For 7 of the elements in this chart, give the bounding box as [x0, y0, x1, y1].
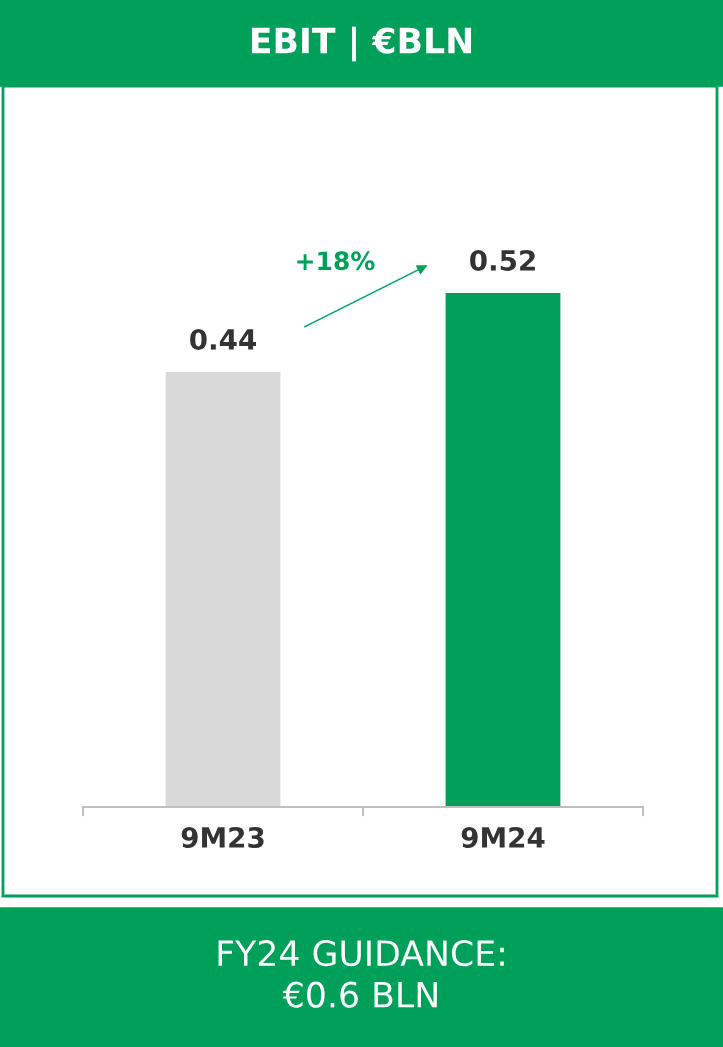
x-tick-label: 9M24 [461, 826, 545, 848]
data-label: 0.44 [190, 328, 256, 350]
chart-title: EBIT | €BLN [251, 26, 472, 62]
x-tick-label: 9M23 [181, 826, 264, 848]
data-label: 0.52 [470, 249, 535, 271]
text: FY24 GUIDANCE: €0.6 BLN [218, 940, 504, 1008]
text: +18% [297, 251, 375, 271]
